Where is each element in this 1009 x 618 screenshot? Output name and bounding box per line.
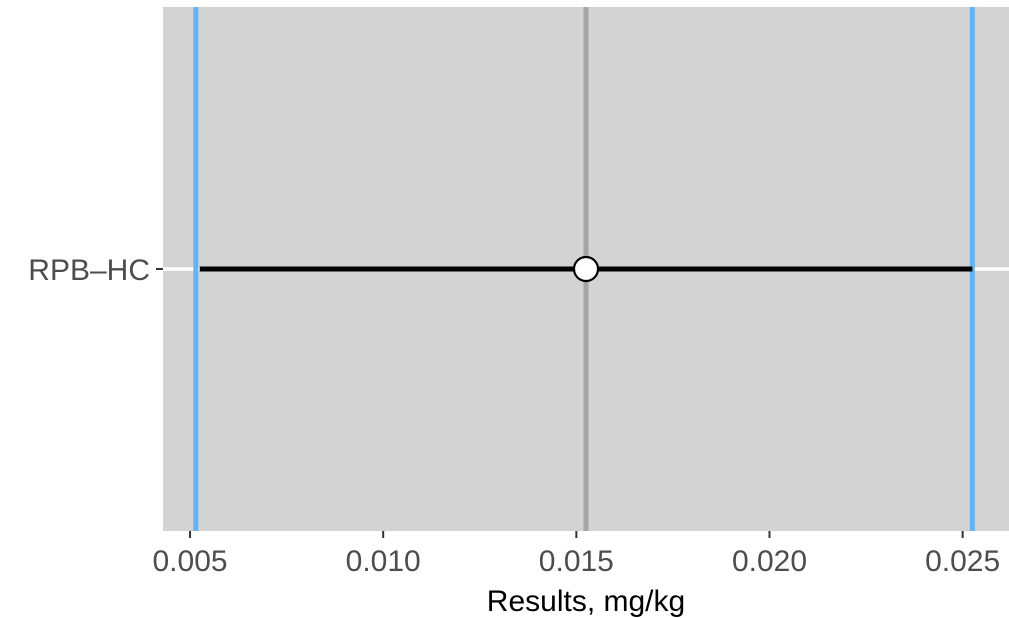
x-axis-title: Results, mg/kg	[487, 585, 685, 618]
y-tick-label: RPB–HC	[28, 254, 150, 287]
x-tick-label: 0.010	[346, 545, 421, 578]
x-tick-label: 0.020	[732, 545, 807, 578]
interval-marks	[199, 255, 973, 283]
estimate-point	[572, 255, 600, 283]
x-tick-label: 0.025	[925, 545, 1000, 578]
x-tick-label: 0.015	[539, 545, 614, 578]
x-axis: 0.005 0.010 0.015 0.020 0.025	[153, 531, 1000, 578]
y-axis: RPB–HC	[28, 254, 163, 287]
x-tick-label: 0.005	[153, 545, 228, 578]
